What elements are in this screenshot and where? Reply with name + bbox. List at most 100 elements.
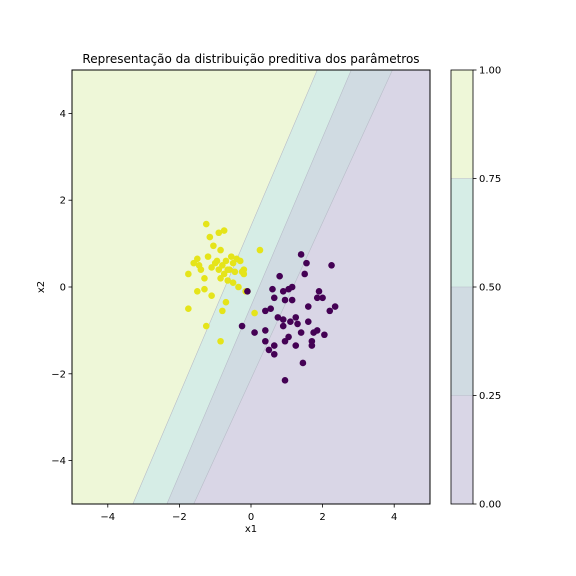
data-point-class-1	[208, 264, 215, 271]
data-point-class-1	[202, 220, 210, 228]
x-axis-ticks: −4 −2 0 2 4	[100, 504, 397, 523]
data-point-class-1	[220, 227, 228, 234]
colorbar-frame	[450, 69, 474, 505]
x-tick-label: 2	[319, 512, 325, 523]
data-point-class-1	[231, 268, 239, 276]
data-point-class-1	[195, 262, 203, 269]
data-point-class-0	[313, 294, 321, 302]
data-point-class-1	[236, 257, 244, 265]
data-point-class-1	[210, 242, 217, 250]
y-tick-label: −4	[51, 456, 66, 467]
data-point-class-1	[208, 292, 215, 299]
data-point-class-1	[224, 266, 232, 273]
data-point-class-0	[281, 337, 289, 345]
data-point-class-0	[304, 303, 312, 310]
data-point-class-0	[270, 294, 278, 302]
data-point-class-0	[328, 262, 335, 269]
probability-contour	[72, 70, 430, 504]
y-tick-label: 2	[60, 196, 66, 207]
data-point-class-1	[219, 262, 226, 269]
data-point-class-1	[235, 283, 242, 291]
data-point-class-0	[303, 259, 310, 267]
data-point-class-0	[297, 251, 305, 258]
data-point-class-0	[299, 359, 307, 367]
x-tick-label: −4	[100, 512, 115, 523]
data-point-class-0	[267, 305, 274, 313]
data-point-class-0	[279, 322, 287, 330]
colorbar-tick-label: 1.00	[479, 66, 501, 77]
data-point-class-0	[279, 288, 287, 295]
colorbar-tick-label: 0.75	[479, 174, 501, 185]
data-point-class-0	[285, 333, 292, 341]
data-point-class-0	[292, 314, 300, 321]
data-point-class-1	[194, 288, 201, 295]
data-point-class-0	[292, 342, 300, 349]
data-point-class-1	[217, 275, 224, 282]
data-point-class-0	[285, 285, 292, 293]
scatter-points	[185, 220, 339, 384]
x-tick-label: 4	[391, 512, 397, 523]
data-point-class-0	[276, 272, 283, 280]
data-point-class-0	[319, 294, 326, 302]
data-point-class-0	[262, 337, 269, 345]
data-point-class-1	[215, 266, 223, 273]
x-tick-label: −2	[172, 512, 187, 523]
data-point-class-1	[220, 270, 228, 278]
y-tick-label: 0	[60, 283, 66, 294]
contour-band-3	[72, 70, 318, 504]
data-point-class-0	[244, 288, 251, 295]
data-point-class-1	[185, 305, 192, 313]
data-point-class-1	[219, 307, 226, 315]
data-point-class-1	[201, 275, 208, 282]
data-point-class-0	[294, 320, 301, 328]
data-point-class-1	[240, 266, 248, 273]
data-point-class-0	[310, 329, 317, 336]
data-point-class-0	[265, 346, 273, 354]
data-point-class-1	[229, 279, 237, 286]
data-point-class-0	[331, 303, 339, 310]
data-point-class-1	[201, 285, 208, 293]
data-point-class-0	[251, 329, 258, 336]
data-point-class-0	[279, 316, 287, 323]
data-point-class-0	[269, 285, 276, 293]
data-point-class-1	[215, 229, 223, 237]
data-point-class-0	[288, 296, 296, 304]
colorbar-band-2	[451, 178, 473, 287]
data-point-class-1	[213, 257, 221, 265]
data-point-class-1	[229, 259, 237, 267]
data-point-class-1	[217, 246, 224, 254]
data-point-class-0	[321, 331, 328, 339]
data-point-class-0	[301, 270, 309, 278]
data-point-class-0	[270, 342, 278, 349]
data-point-class-0	[238, 322, 246, 330]
contour-line-2	[132, 70, 318, 504]
colorbar-band-3	[451, 70, 473, 179]
data-point-class-1	[256, 246, 264, 254]
y-tick-label: −2	[51, 369, 66, 380]
data-point-class-0	[326, 307, 334, 315]
colorbar: 0.00 0.25 0.50 0.75 1.00	[450, 66, 501, 511]
data-point-class-0	[287, 318, 294, 326]
y-tick-label: 4	[60, 109, 66, 120]
data-point-class-0	[262, 327, 269, 334]
data-point-class-1	[251, 309, 258, 317]
data-point-class-1	[228, 253, 235, 260]
data-point-class-1	[190, 259, 198, 267]
data-point-class-1	[224, 277, 232, 284]
data-point-class-1	[222, 298, 230, 306]
y-axis-ticks: −4 −2 0 2 4	[51, 109, 72, 467]
data-point-class-1	[206, 233, 214, 241]
data-point-class-0	[281, 296, 289, 304]
x-tick-label: 0	[248, 512, 254, 523]
data-point-class-0	[308, 342, 316, 349]
colorbar-band-0	[451, 395, 473, 504]
data-point-class-0	[315, 288, 323, 295]
colorbar-tick-label: 0.00	[479, 500, 501, 511]
colorbar-tick-label: 0.50	[479, 283, 501, 294]
data-point-class-0	[297, 329, 305, 336]
y-axis-label: x2	[36, 281, 47, 293]
data-point-class-0	[270, 350, 278, 358]
data-point-class-0	[262, 307, 269, 315]
data-point-class-1	[202, 322, 210, 330]
